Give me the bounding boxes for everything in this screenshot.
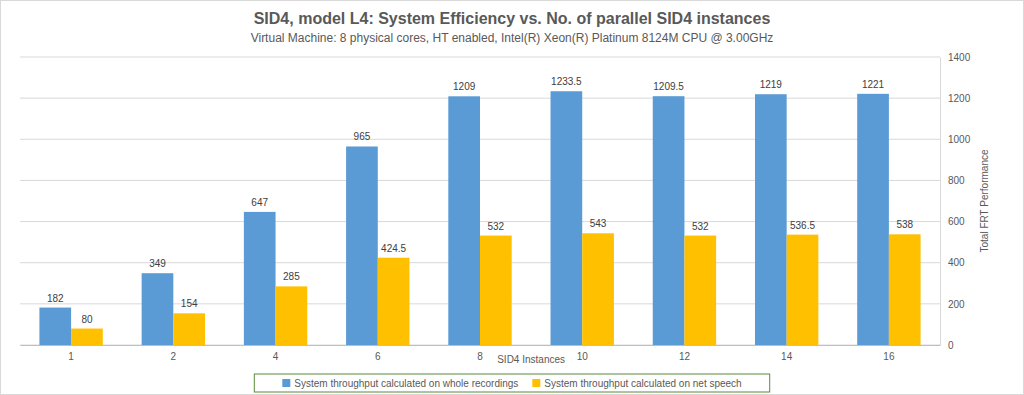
data-label: 536.5 xyxy=(790,220,815,231)
data-label: 647 xyxy=(251,197,268,208)
bar xyxy=(653,96,685,345)
x-axis-title: SID4 Instances xyxy=(497,354,565,365)
legend-item: System throughput calculated on whole re… xyxy=(282,378,518,389)
bar xyxy=(142,273,174,345)
data-label: 1209.5 xyxy=(653,81,684,92)
x-tick-label: 14 xyxy=(781,351,793,362)
y-axis-line xyxy=(940,58,941,346)
x-tick: 10 xyxy=(577,351,589,362)
legend-item: System throughput calculated on net spee… xyxy=(532,378,741,389)
y-axis-title: Total FRT Performance xyxy=(979,149,990,252)
bars xyxy=(39,91,920,345)
y-tick-label: 200 xyxy=(948,299,965,310)
x-tick-label: 6 xyxy=(375,351,381,362)
y-tick: 0 xyxy=(948,340,954,351)
y-tick-label: 1400 xyxy=(948,52,971,63)
legend-label: System throughput calculated on whole re… xyxy=(294,378,518,389)
data-label: 80 xyxy=(81,314,93,325)
data-label: 1221 xyxy=(862,79,885,90)
x-tick-label: 10 xyxy=(577,351,589,362)
grid xyxy=(20,57,940,345)
bar xyxy=(39,308,71,345)
y-tick-label: 0 xyxy=(948,340,954,351)
y-tick-label: 600 xyxy=(948,216,965,227)
legend-swatch xyxy=(282,379,290,387)
x-tick: 8 xyxy=(477,351,483,362)
bar xyxy=(244,212,276,345)
y-tick: 200 xyxy=(948,299,965,310)
x-tick: 6 xyxy=(375,351,381,362)
x-tick: 4 xyxy=(273,351,279,362)
x-tick: 14 xyxy=(781,351,793,362)
data-label: 965 xyxy=(354,131,371,142)
data-labels: 182 349 647 965 1209 1233.5 1209.5 1219 1221 80 15… xyxy=(47,76,914,324)
x-axis: 1246810121416 xyxy=(21,346,941,363)
bar xyxy=(684,236,716,345)
y-tick: 400 xyxy=(948,257,965,268)
data-label: 543 xyxy=(590,218,607,229)
chart: SID4, model L4: System Efficiency vs. No… xyxy=(0,0,1024,395)
title: SID4, model L4: System Efficiency vs. No… xyxy=(254,10,771,27)
bar xyxy=(378,258,410,345)
bar xyxy=(173,313,205,345)
chart-border xyxy=(1,1,1024,395)
x-tick: 12 xyxy=(679,351,691,362)
legend-label: System throughput calculated on net spee… xyxy=(544,378,741,389)
legend-box xyxy=(254,374,769,392)
data-label: 154 xyxy=(181,298,198,309)
y-tick-label: 400 xyxy=(948,257,965,268)
data-label: 532 xyxy=(692,221,709,232)
x-tick-label: 12 xyxy=(679,351,691,362)
y-tick: 800 xyxy=(948,175,965,186)
data-label: 424.5 xyxy=(381,243,406,254)
x-tick: 2 xyxy=(171,351,177,362)
y-tick-label: 1200 xyxy=(948,93,971,104)
bar xyxy=(480,236,512,345)
y-tick: 1400 xyxy=(948,52,971,63)
bar xyxy=(346,146,378,345)
y-axis: 0 200 400 600 800 1000 1200 1400 xyxy=(941,52,971,351)
bar xyxy=(71,329,103,345)
y-tick: 1000 xyxy=(948,134,971,145)
data-label: 285 xyxy=(283,271,300,282)
legend-swatch xyxy=(532,379,540,387)
subtitle: Virtual Machine: 8 physical cores, HT en… xyxy=(251,31,774,45)
data-label: 349 xyxy=(149,258,166,269)
x-tick-label: 8 xyxy=(477,351,483,362)
x-tick: 16 xyxy=(883,351,895,362)
data-label: 532 xyxy=(488,221,505,232)
x-tick-label: 4 xyxy=(273,351,279,362)
bar xyxy=(582,233,614,345)
data-label: 1219 xyxy=(760,79,783,90)
bar xyxy=(551,91,583,345)
bar xyxy=(787,235,819,345)
x-tick-label: 1 xyxy=(68,351,74,362)
data-label: 1233.5 xyxy=(551,76,582,87)
x-tick-label: 2 xyxy=(171,351,177,362)
x-tick: 1 xyxy=(68,351,74,362)
x-axis-line xyxy=(21,345,941,346)
bar xyxy=(276,286,308,345)
grid-line xyxy=(20,57,940,58)
bar xyxy=(448,96,480,345)
data-label: 538 xyxy=(896,219,913,230)
x-tick-label: 16 xyxy=(883,351,895,362)
data-label: 182 xyxy=(47,293,64,304)
y-tick: 1200 xyxy=(948,93,971,104)
y-tick: 600 xyxy=(948,216,965,227)
bar xyxy=(857,94,889,345)
bar xyxy=(889,234,921,345)
y-tick-label: 1000 xyxy=(948,134,971,145)
legend: System throughput calculated on whole re… xyxy=(254,374,769,392)
bar xyxy=(755,94,787,345)
data-label: 1209 xyxy=(453,81,476,92)
y-tick-label: 800 xyxy=(948,175,965,186)
